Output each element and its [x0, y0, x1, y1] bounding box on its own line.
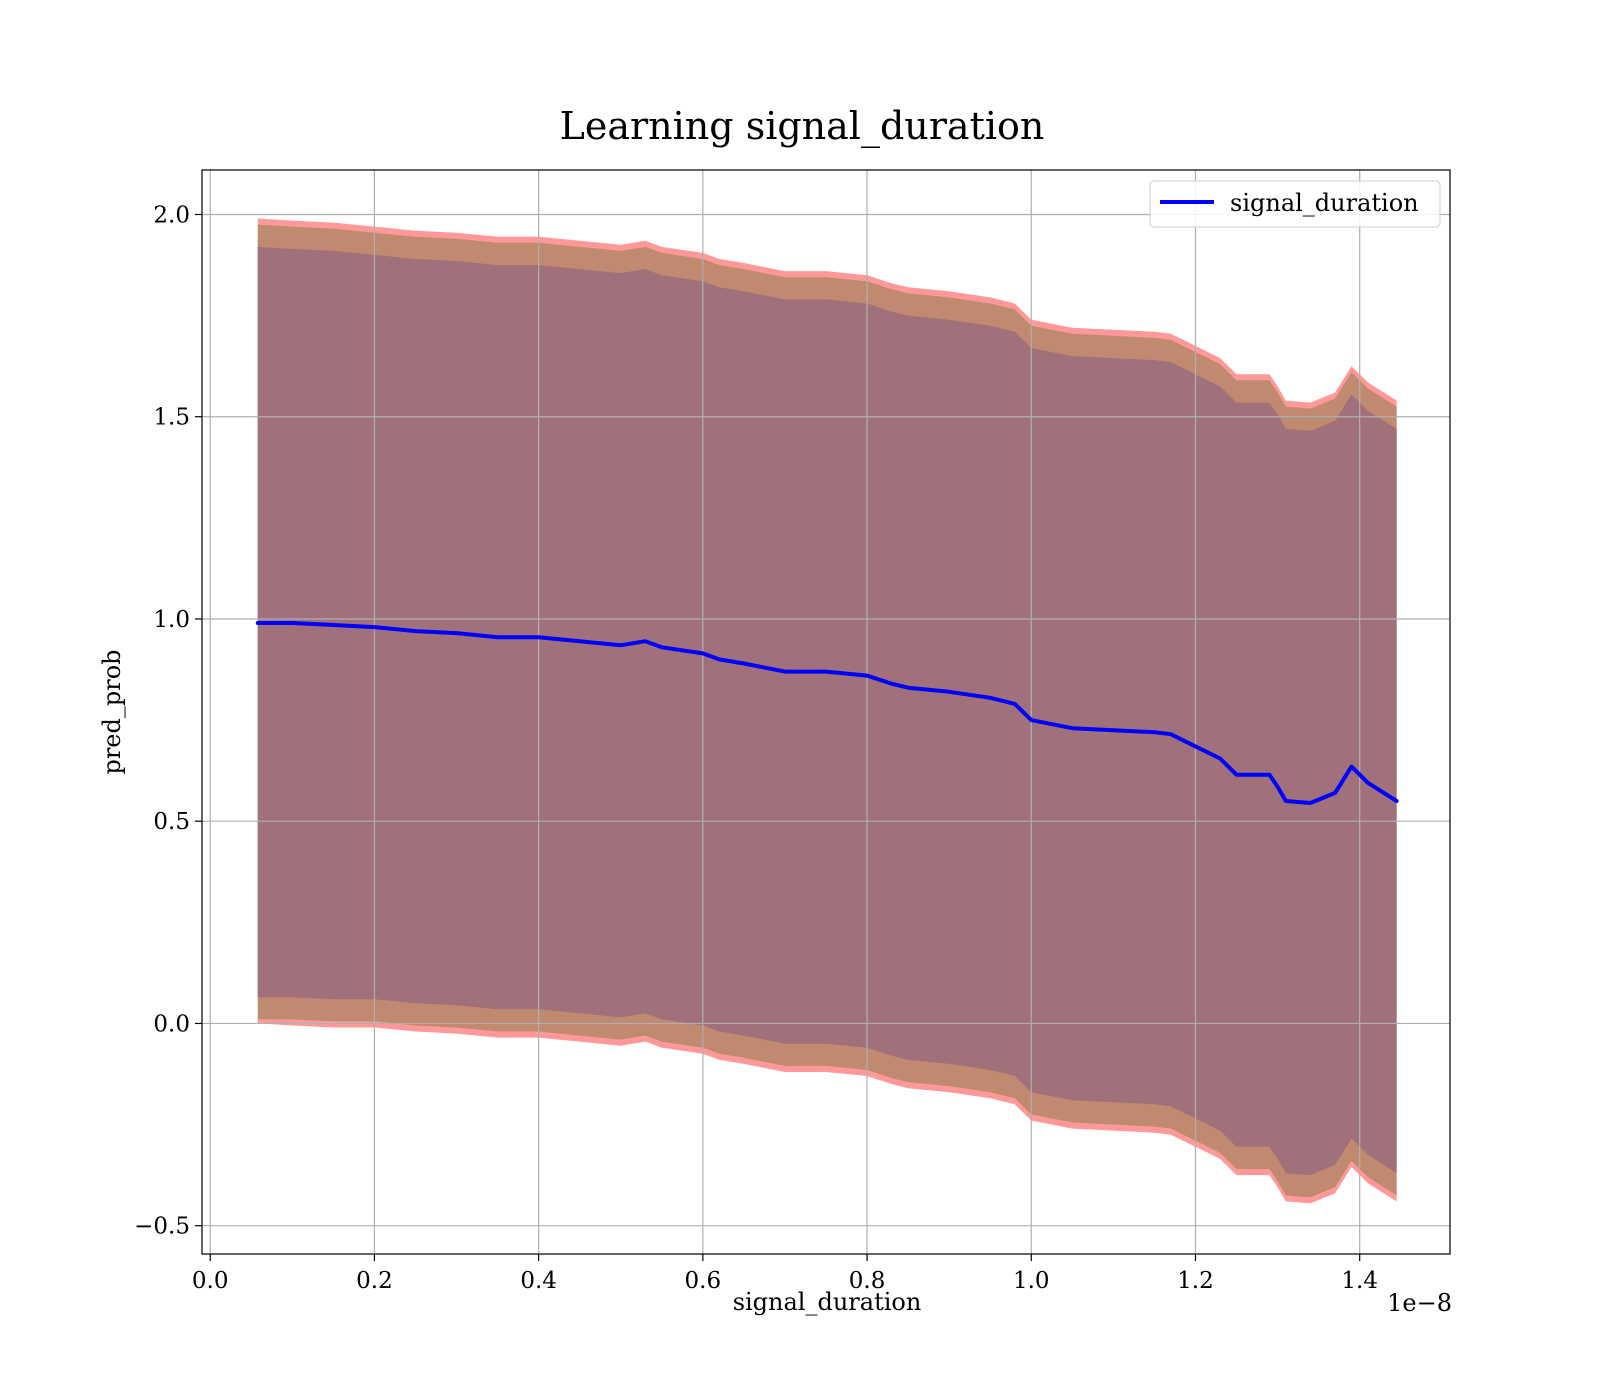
chart-title: Learning signal_duration: [560, 104, 1045, 149]
series-line-signal_duration: [255, 621, 1399, 805]
y-tick-label: 1.0: [153, 607, 190, 633]
y-tick-label: 0.5: [153, 809, 190, 835]
plot-area: [201, 169, 1451, 1255]
confidence-bands: [257, 218, 1397, 1204]
confidence-band-3: [257, 246, 1397, 1176]
x-tick-label: 0.4: [520, 1268, 557, 1294]
x-tick-label: 1.4: [1341, 1268, 1378, 1294]
axes-frame: [201, 169, 1451, 1255]
x-tick-label: 1.2: [1177, 1268, 1214, 1294]
legend-box: [1149, 180, 1441, 228]
x-axis-ticks: 0.0 0.2 0.4 0.6 0.8 1.0 1.2 1.4: [192, 1254, 1378, 1294]
y-tick-label: −0.5: [134, 1214, 190, 1240]
x-tick-label: 1.0: [1013, 1268, 1050, 1294]
legend: signal_duration: [1149, 180, 1441, 228]
x-axis-label: signal_duration: [733, 1288, 922, 1316]
x-tick-label: 0.0: [192, 1268, 229, 1294]
x-tick-label: 0.2: [356, 1268, 393, 1294]
x-tick-label: 0.6: [685, 1268, 722, 1294]
x-axis-offset-label: 1e−8: [1387, 1289, 1452, 1317]
y-axis-label: pred_prob: [98, 649, 126, 774]
y-axis-ticks: −0.5 0.0 0.5 1.0 1.5 2.0: [134, 202, 202, 1240]
y-tick-label: 1.5: [153, 405, 190, 431]
y-tick-label: 0.0: [153, 1011, 190, 1037]
series-lines: [255, 621, 1399, 805]
x-tick-label: 0.8: [849, 1268, 886, 1294]
y-tick-label: 2.0: [153, 202, 190, 228]
legend-label: signal_duration: [1230, 189, 1419, 217]
